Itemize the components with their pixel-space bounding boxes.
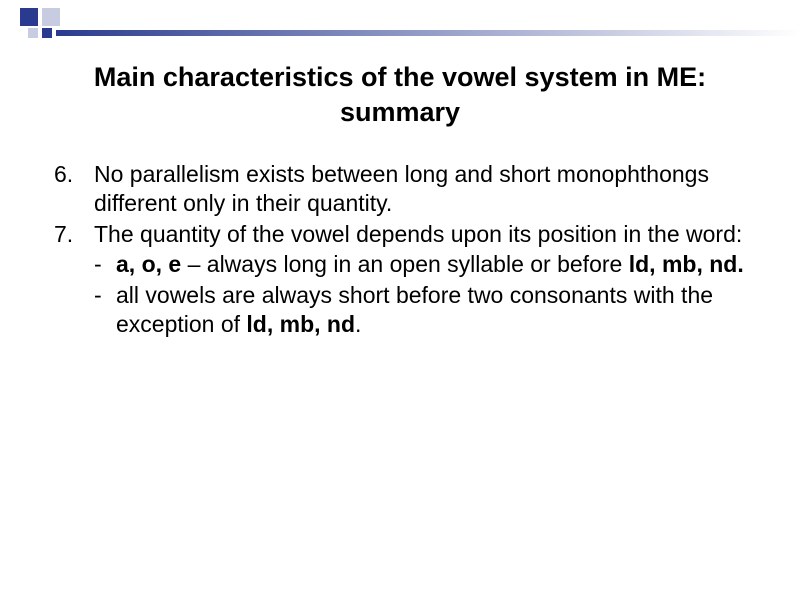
prefix-text: all vowels are always short before two c… [116,282,713,337]
sub-dash: - [94,281,116,339]
sub-content: a, o, e – always long in an open syllabl… [116,250,750,279]
sub-content: all vowels are always short before two c… [116,281,750,339]
sub-item-1: - a, o, e – always long in an open sylla… [50,250,750,279]
header-decoration [0,0,800,42]
list-number: 6. [50,160,94,218]
list-number: 7. [50,220,94,249]
sub-item-2: - all vowels are always short before two… [50,281,750,339]
deco-gradient-bar [56,30,800,36]
slide-content: Main characteristics of the vowel system… [0,60,800,341]
list-item-6: 6. No parallelism exists between long an… [50,160,750,218]
tail-text: . [355,311,361,337]
bold-text: ld, mb, nd. [629,251,744,277]
sub-dash: - [94,250,116,279]
list-content: No parallelism exists between long and s… [94,160,750,218]
deco-square-2 [42,8,60,26]
bold-text: a, o, e [116,251,181,277]
deco-square-4 [42,28,52,38]
bold-text: ld, mb, nd [246,311,355,337]
deco-square-3 [28,28,38,38]
mid-text: – always long in an open syllable or bef… [181,251,629,277]
deco-square-1 [20,8,38,26]
body-text: 6. No parallelism exists between long an… [50,160,750,339]
list-item-7: 7. The quantity of the vowel depends upo… [50,220,750,249]
list-content: The quantity of the vowel depends upon i… [94,220,750,249]
slide-title: Main characteristics of the vowel system… [50,60,750,130]
